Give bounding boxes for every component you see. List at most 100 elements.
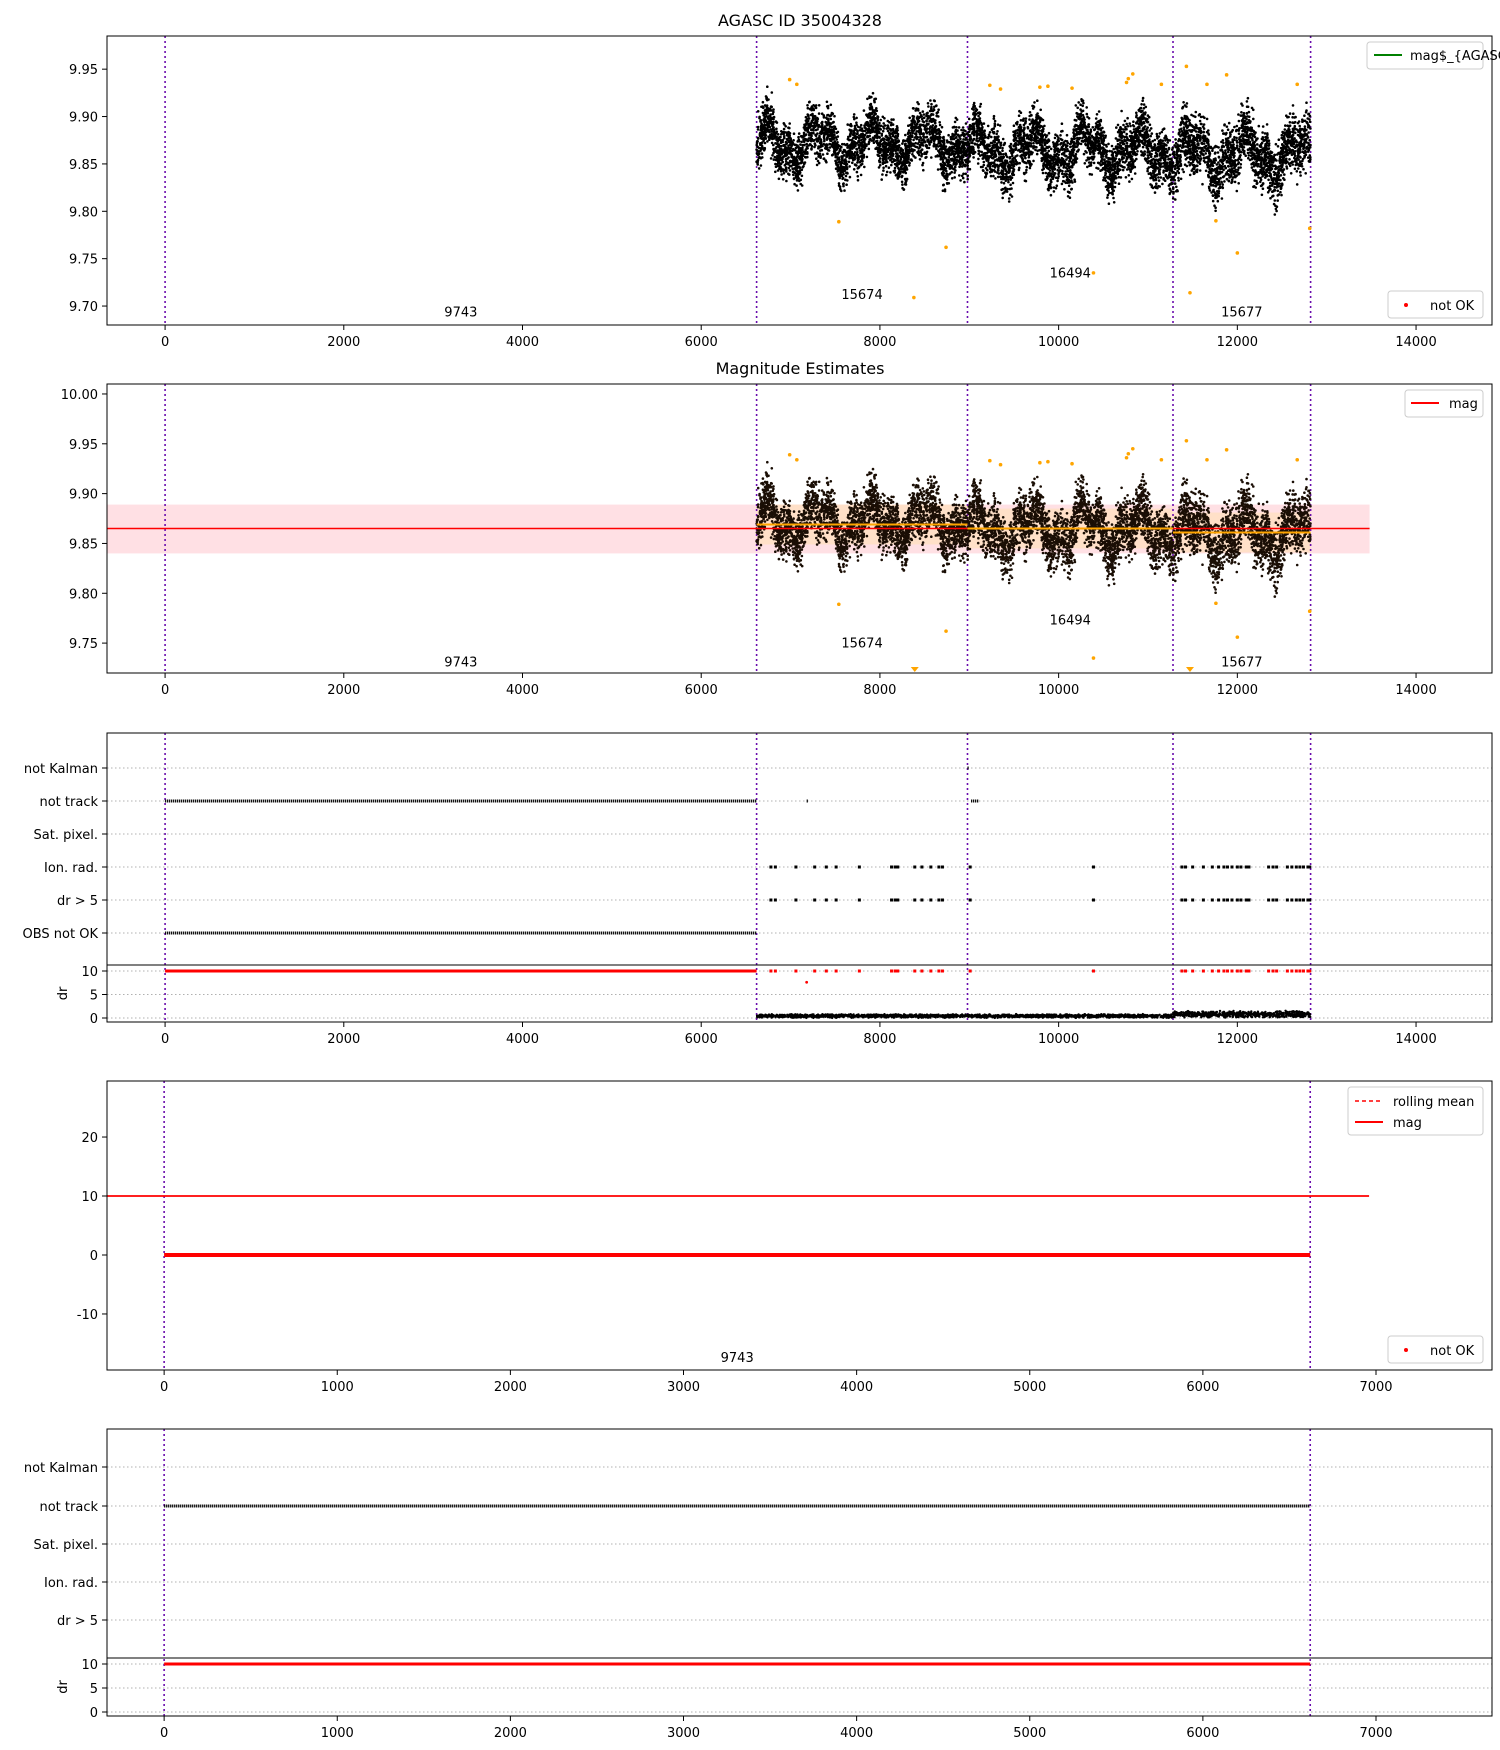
panel1-point [942,141,946,145]
panel1-point [1138,126,1141,130]
panel1-point [769,113,772,116]
panel1-point [850,155,853,158]
panel1-point [1164,169,1168,172]
panel1-point [1029,142,1033,145]
panel1-point [782,132,785,136]
panel1-point [828,129,832,132]
panel1-point [986,168,989,172]
panel1-point [892,169,896,173]
panel1-point [1120,158,1124,161]
panel1-point [972,133,976,137]
panel1-point [859,173,863,177]
panel1-point [862,109,866,112]
panel1-point [779,148,783,152]
panel1-point [1057,171,1061,174]
panel1-point [1119,152,1122,156]
panel1-point [961,158,964,161]
panel1-point [860,142,863,146]
panel1-point [847,146,850,149]
panel1-point [948,167,952,170]
panel1-point [782,130,785,134]
panel1-point [889,158,892,162]
panel1-point [1077,148,1080,151]
panel1-point [799,158,802,161]
panel1-point [800,140,803,144]
panel1-point [1082,117,1085,120]
panel1-point [1104,174,1107,177]
panel1-point [777,150,780,153]
panel1-point [941,173,944,176]
panel1-point [1024,151,1028,154]
panel1-point [960,145,964,149]
panel1-point [820,148,824,152]
panel1-point [882,127,886,130]
panel1-point [930,156,933,159]
panel1-point [925,114,928,117]
panel1-point [800,151,804,155]
panel1-point [1048,169,1052,172]
panel1-point [808,125,812,129]
panel1-point [948,173,951,176]
panel1-point [874,117,877,120]
panel1-point [875,107,878,110]
panel1-point [1065,158,1068,161]
panel1-point [1089,128,1093,131]
panel1-point [1106,196,1109,199]
panel1-point [1167,184,1171,187]
panel1-point [875,109,879,113]
panel1-point [830,132,834,135]
panel1-point [1123,138,1126,141]
panel1-point [961,142,964,145]
panel1-title: AGASC ID 35004328 [718,11,882,30]
panel1-point [885,173,888,177]
panel1-point [1128,134,1132,138]
panel1-point [958,135,961,139]
panel1-point [926,102,930,105]
panel1-point [882,156,885,160]
panel1-point [1076,106,1079,110]
panel1-point [880,153,884,157]
panel1-point [791,148,795,152]
panel1-point [787,152,791,155]
panel1-point [870,106,874,109]
panel1-point [863,133,867,137]
panel1-point [1049,180,1053,183]
panel1-point [847,135,850,139]
panel1-point [830,144,834,148]
panel1-point [1123,161,1127,164]
panel1-point [944,149,947,152]
panel1-point [868,96,871,100]
panel1-point [805,146,809,150]
panel1-point [962,153,965,156]
panel1-point [855,123,858,127]
panel1-point [857,165,861,168]
panel1-point [1107,170,1111,174]
panel1-point [882,166,885,170]
panel1-point [816,128,819,131]
panel1-point [892,141,896,145]
panel1-point [878,164,882,167]
panel1-point [806,155,809,159]
panel1-point [815,163,819,167]
panel1-point [851,161,854,165]
panel1-point [845,183,848,186]
panel1-point [835,163,838,166]
panel1-point [810,137,814,141]
panel1-point [910,134,914,137]
panel1-point [996,149,999,152]
panel1-point [1060,122,1064,125]
panel1-point [850,124,853,128]
panel1-point [1141,145,1145,149]
panel1-point [1116,123,1120,127]
panel1-point [916,120,920,124]
panel1-point [916,142,920,145]
panel1-point [815,140,819,143]
panel1-point [964,172,967,176]
panel1-point [1017,129,1020,132]
panel1-point [856,129,859,132]
panel1-point [1122,123,1125,127]
panel1-point [934,134,937,138]
panel1-point [1105,160,1108,163]
panel1-point [772,151,775,155]
